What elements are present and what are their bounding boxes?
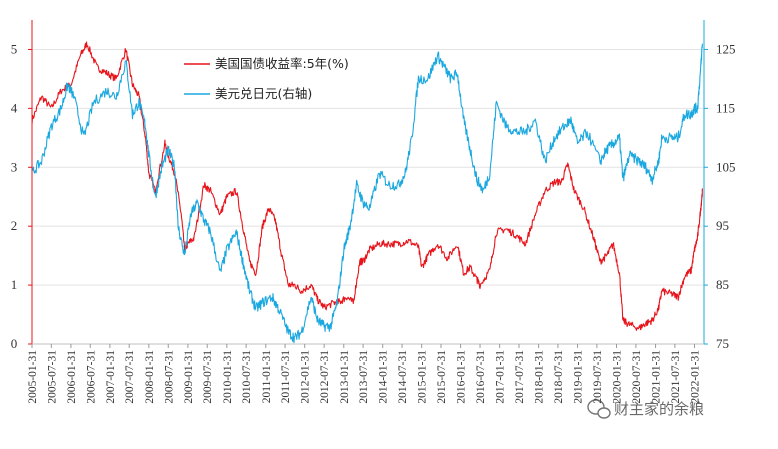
x-ticks: 2005-01-31 2005-07-31 2006-01-31 2006-07-31… [27,344,702,404]
x-tick-label: 2013-07-31 [358,350,370,404]
x-tick-label: 2011-07-31 [280,350,292,403]
x-tick-label: 2007-01-31 [105,350,117,404]
y-right-tick-label: 85 [716,277,729,292]
y-left-tick-label: 0 [11,336,18,351]
y-left-tick-label: 5 [11,41,18,56]
x-tick-label: 2018-01-31 [534,350,546,404]
y-left-tick-label: 3 [11,159,18,174]
legend: 美国国债收益率:5年(%) 美元兑日元(右轴) [184,56,349,101]
y-right-tick-label: 105 [716,159,736,174]
x-tick-label: 2021-01-31 [651,350,663,404]
left-y-ticks: 0 1 2 3 4 5 [11,41,32,351]
x-tick-label: 2013-01-31 [339,350,351,404]
watermark: 财主家的余粮 [587,399,704,419]
x-tick-label: 2008-07-31 [163,350,175,404]
y-left-tick-label: 4 [11,100,18,115]
x-tick-label: 2021-07-31 [670,350,682,404]
x-tick-label: 2015-01-31 [417,350,429,404]
y-left-tick-label: 1 [11,277,18,292]
x-tick-label: 2010-07-31 [241,350,253,404]
y-right-tick-label: 95 [716,218,729,233]
x-tick-label: 2010-01-31 [222,350,234,404]
x-tick-label: 2018-07-31 [553,350,565,404]
series-line-0 [31,41,703,331]
x-tick-label: 2020-01-31 [612,350,624,404]
series-line-1 [31,43,703,344]
gridlines [32,48,704,286]
watermark-text: 财主家的余粮 [614,400,704,418]
x-tick-label: 2015-07-31 [436,350,448,404]
x-tick-label: 2007-07-31 [124,350,136,404]
x-tick-label: 2012-07-31 [319,350,331,404]
y-right-tick-label: 75 [716,336,729,351]
x-tick-label: 2016-07-31 [475,350,487,404]
y-left-tick-label: 2 [11,218,18,233]
x-tick-label: 2008-01-31 [144,350,156,404]
legend-label-usdjpy: 美元兑日元(右轴) [215,86,312,101]
wechat-icon [587,399,611,419]
x-tick-label: 2014-07-31 [397,350,409,404]
x-tick-label: 2012-01-31 [300,350,312,404]
y-right-tick-label: 115 [716,100,735,115]
x-tick-label: 2006-07-31 [85,350,97,404]
x-tick-label: 2005-07-31 [46,350,58,404]
x-tick-label: 2019-07-31 [592,350,604,404]
x-tick-label: 2020-07-31 [631,350,643,404]
x-tick-label: 2017-07-31 [514,350,526,404]
x-tick-label: 2016-01-31 [456,350,468,404]
x-tick-label: 2014-01-31 [378,350,390,404]
x-tick-label: 2017-01-31 [495,350,507,404]
series-layer [31,41,703,344]
x-tick-label: 2022-01-31 [690,350,702,404]
x-tick-label: 2009-01-31 [183,350,195,404]
x-tick-label: 2019-01-31 [573,350,585,404]
y-right-tick-label: 125 [716,41,736,56]
x-tick-label: 2006-01-31 [66,350,78,404]
x-tick-label: 2005-01-31 [27,350,39,404]
right-y-ticks: 75 85 95 105 115 125 [704,41,736,351]
x-tick-label: 2011-01-31 [261,350,273,403]
legend-label-yield: 美国国债收益率:5年(%) [215,56,349,71]
x-tick-label: 2009-07-31 [202,350,214,404]
